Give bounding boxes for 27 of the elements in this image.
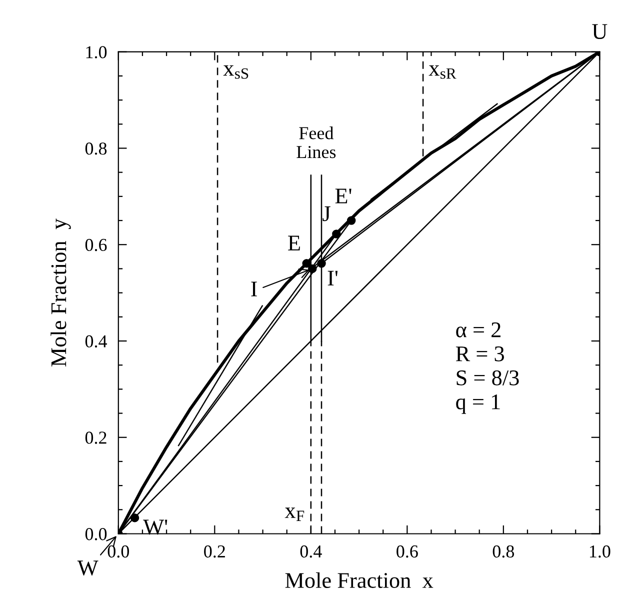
annotation: E <box>288 236 300 250</box>
annotation: x$_{sR}$ <box>428 65 456 79</box>
annotation: I' <box>328 270 338 286</box>
x-tick-label: 0.8 <box>492 545 514 558</box>
y-axis-title: Mole Fraction y <box>50 218 71 367</box>
x-axis-title: Mole Fraction x <box>285 572 434 588</box>
annotation: I <box>251 282 257 296</box>
annotation: W' <box>143 520 168 535</box>
x-tick-label: 0.2 <box>204 545 225 558</box>
y-tick-label: 1.0 <box>86 46 107 58</box>
annotation: α = 2 R = 3 S = 8/3 q = 1 <box>456 322 519 414</box>
annotation: x$_{F}$ <box>284 508 304 521</box>
annotation: U <box>592 24 608 40</box>
y-tick-label: 0.2 <box>85 432 106 444</box>
annotation: Feed Lines <box>296 126 336 158</box>
y-tick-label: 0.8 <box>85 142 107 155</box>
annotation: x$_{sS}$ <box>223 65 248 79</box>
y-tick-label: 0.0 <box>85 528 107 540</box>
y-tick-label: 0.4 <box>85 335 108 348</box>
x-tick-label: 0.4 <box>300 545 322 558</box>
annotation: E' <box>335 188 352 204</box>
x-tick-label: 0.6 <box>396 545 418 558</box>
annotation: J <box>322 206 330 222</box>
x-tick-label: 1.0 <box>590 545 610 558</box>
x-tick-label: 0.0 <box>108 545 129 558</box>
annotation: W <box>77 560 98 576</box>
y-tick-label: 0.6 <box>85 238 107 252</box>
